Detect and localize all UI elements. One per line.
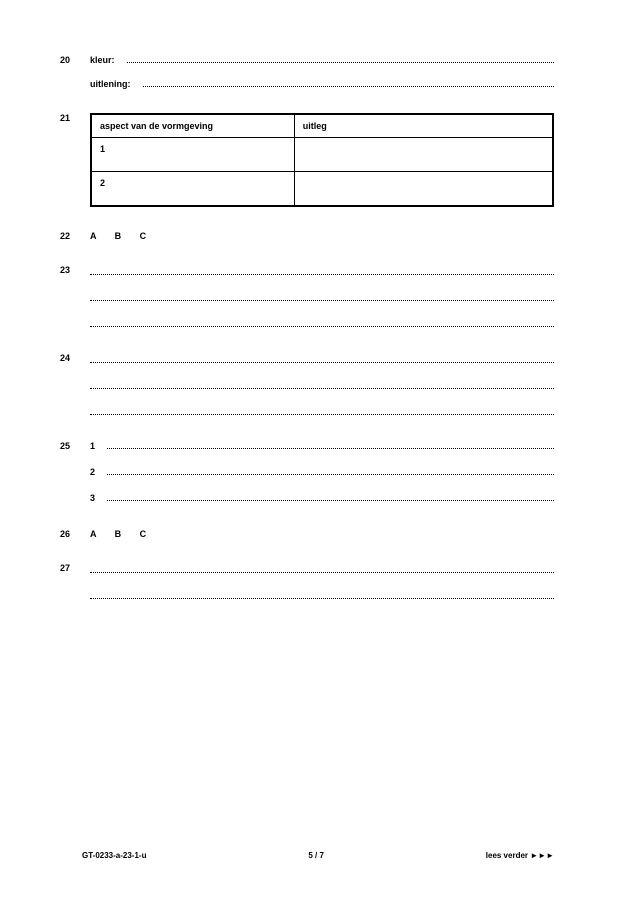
answer-line-3: 3: [90, 493, 554, 503]
table-cell-num[interactable]: 1: [91, 138, 294, 172]
answer-line[interactable]: [90, 379, 554, 389]
answer-line-uitlening: uitlening:: [90, 79, 554, 89]
answer-line[interactable]: [90, 317, 554, 327]
question-25: 25 1 2 3: [60, 441, 554, 513]
question-number: 24: [60, 353, 90, 363]
page-footer: GT-0233-a-23-1-u 5 / 7 lees verder ►►►: [82, 851, 554, 860]
footer-right: lees verder ►►►: [486, 851, 554, 860]
dotted-fill[interactable]: [127, 56, 554, 63]
question-body: [90, 563, 554, 615]
question-body: 1 2 3: [90, 441, 554, 513]
table-cell-num[interactable]: 2: [91, 172, 294, 206]
table-row: 2: [91, 172, 553, 206]
question-22: 22 A B C: [60, 231, 554, 241]
label-kleur: kleur:: [90, 55, 115, 65]
dotted-fill[interactable]: [107, 442, 554, 449]
question-number: 21: [60, 113, 90, 123]
question-body: kleur: uitlening:: [90, 55, 554, 89]
answer-line[interactable]: [90, 291, 554, 301]
mc-choices[interactable]: A B C: [90, 529, 154, 539]
question-23: 23: [60, 265, 554, 343]
label-3: 3: [90, 493, 95, 503]
answer-line[interactable]: [90, 353, 554, 363]
dotted-fill[interactable]: [107, 468, 554, 475]
question-number: 22: [60, 231, 90, 241]
answer-line[interactable]: [90, 405, 554, 415]
label-1: 1: [90, 441, 95, 451]
table-cell-fill[interactable]: [294, 172, 553, 206]
question-number: 27: [60, 563, 90, 573]
table-row: 1: [91, 138, 553, 172]
answer-line[interactable]: [90, 589, 554, 599]
answer-line-kleur: kleur:: [90, 55, 554, 65]
question-body: A B C: [90, 231, 554, 241]
table-cell-fill[interactable]: [294, 138, 553, 172]
footer-center: 5 / 7: [308, 851, 324, 860]
question-26: 26 A B C: [60, 529, 554, 539]
answer-line-1: 1: [90, 441, 554, 451]
question-number: 20: [60, 55, 90, 65]
question-number: 26: [60, 529, 90, 539]
answer-line[interactable]: [90, 265, 554, 275]
question-body: A B C: [90, 529, 554, 539]
label-2: 2: [90, 467, 95, 477]
question-24: 24: [60, 353, 554, 431]
question-number: 25: [60, 441, 90, 451]
question-body: [90, 265, 554, 343]
question-body: aspect van de vormgeving uitleg 1 2: [90, 113, 554, 207]
answer-table: aspect van de vormgeving uitleg 1 2: [90, 113, 554, 207]
mc-choices[interactable]: A B C: [90, 231, 154, 241]
answer-line[interactable]: [90, 563, 554, 573]
question-20: 20 kleur: uitlening:: [60, 55, 554, 89]
table-header-uitleg: uitleg: [294, 114, 553, 138]
answer-line-2: 2: [90, 467, 554, 477]
label-uitlening: uitlening:: [90, 79, 131, 89]
question-27: 27: [60, 563, 554, 615]
question-body: [90, 353, 554, 431]
question-21: 21 aspect van de vormgeving uitleg 1 2: [60, 113, 554, 207]
question-number: 23: [60, 265, 90, 275]
page: 20 kleur: uitlening: 21 aspect van de vo…: [0, 0, 636, 900]
table-header-aspect: aspect van de vormgeving: [91, 114, 294, 138]
dotted-fill[interactable]: [107, 494, 554, 501]
footer-left: GT-0233-a-23-1-u: [82, 851, 146, 860]
dotted-fill[interactable]: [143, 80, 555, 87]
